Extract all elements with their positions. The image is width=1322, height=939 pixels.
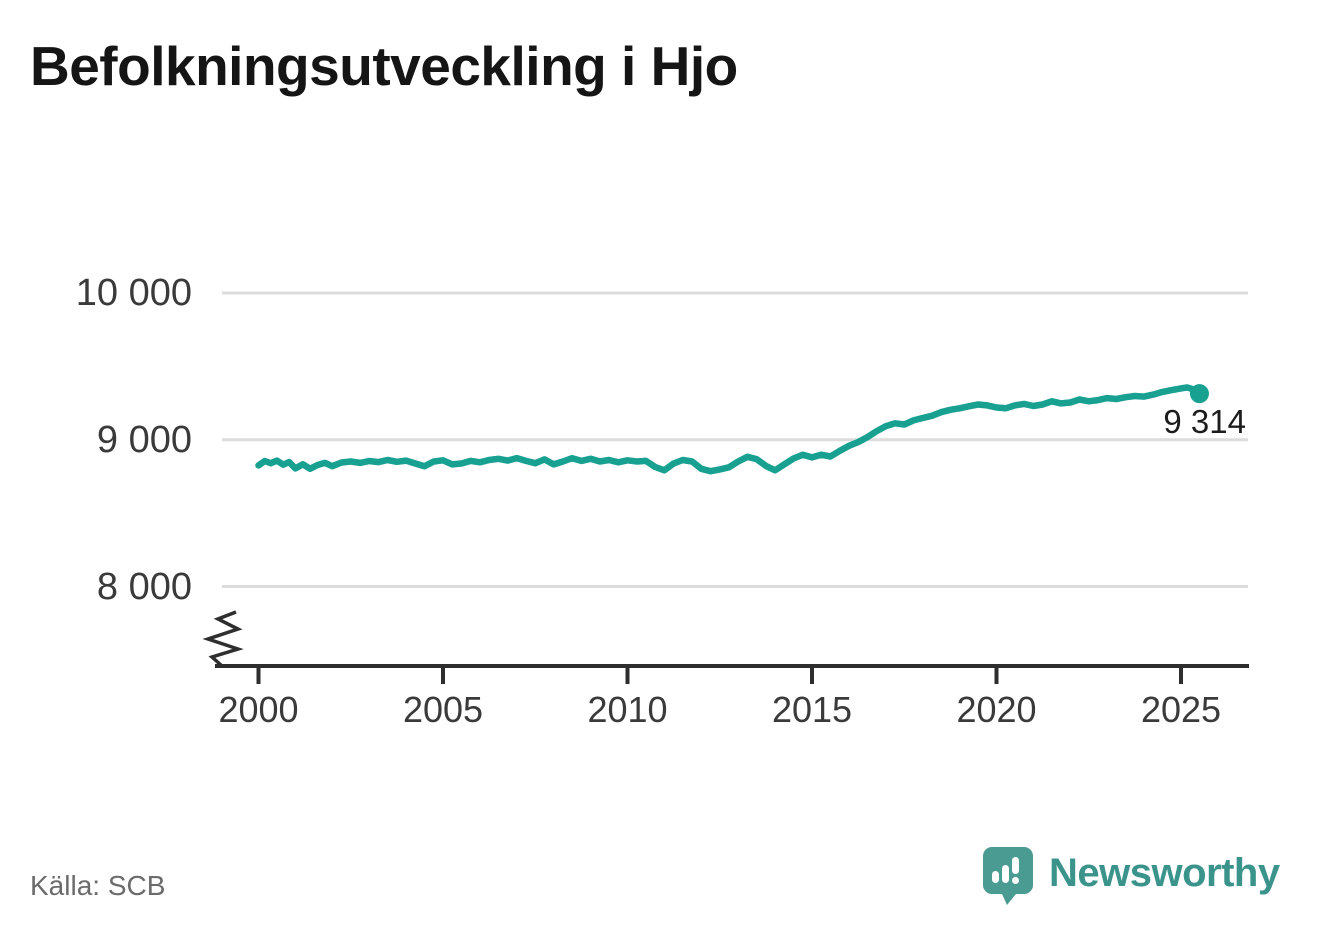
source-note: Källa: SCB <box>30 870 166 901</box>
y-axis-label: 9 000 <box>96 418 192 461</box>
newsworthy-wordmark: Newsworthy <box>1049 850 1280 895</box>
x-axis-label: 2025 <box>1140 689 1222 730</box>
y-axis-label: 8 000 <box>96 565 192 608</box>
newsworthy-speech-bubble-chart-icon <box>983 847 1033 905</box>
y-axis-label: 10 000 <box>75 272 192 314</box>
x-axis-label: 2015 <box>771 689 853 730</box>
x-axis-label: 2005 <box>402 689 484 730</box>
x-axis-label: 2000 <box>218 689 299 730</box>
latest-value-label: 9 314 <box>1163 403 1246 440</box>
population-line <box>255 384 1203 475</box>
page-title: Befolkningsutveckling i Hjo <box>30 35 738 97</box>
latest-point-marker <box>1189 384 1209 404</box>
x-axis-label: 2010 <box>587 689 668 730</box>
branding: Newsworthy <box>982 846 1280 906</box>
axis-break-icon <box>202 610 244 668</box>
x-axis-label: 2020 <box>956 689 1037 730</box>
